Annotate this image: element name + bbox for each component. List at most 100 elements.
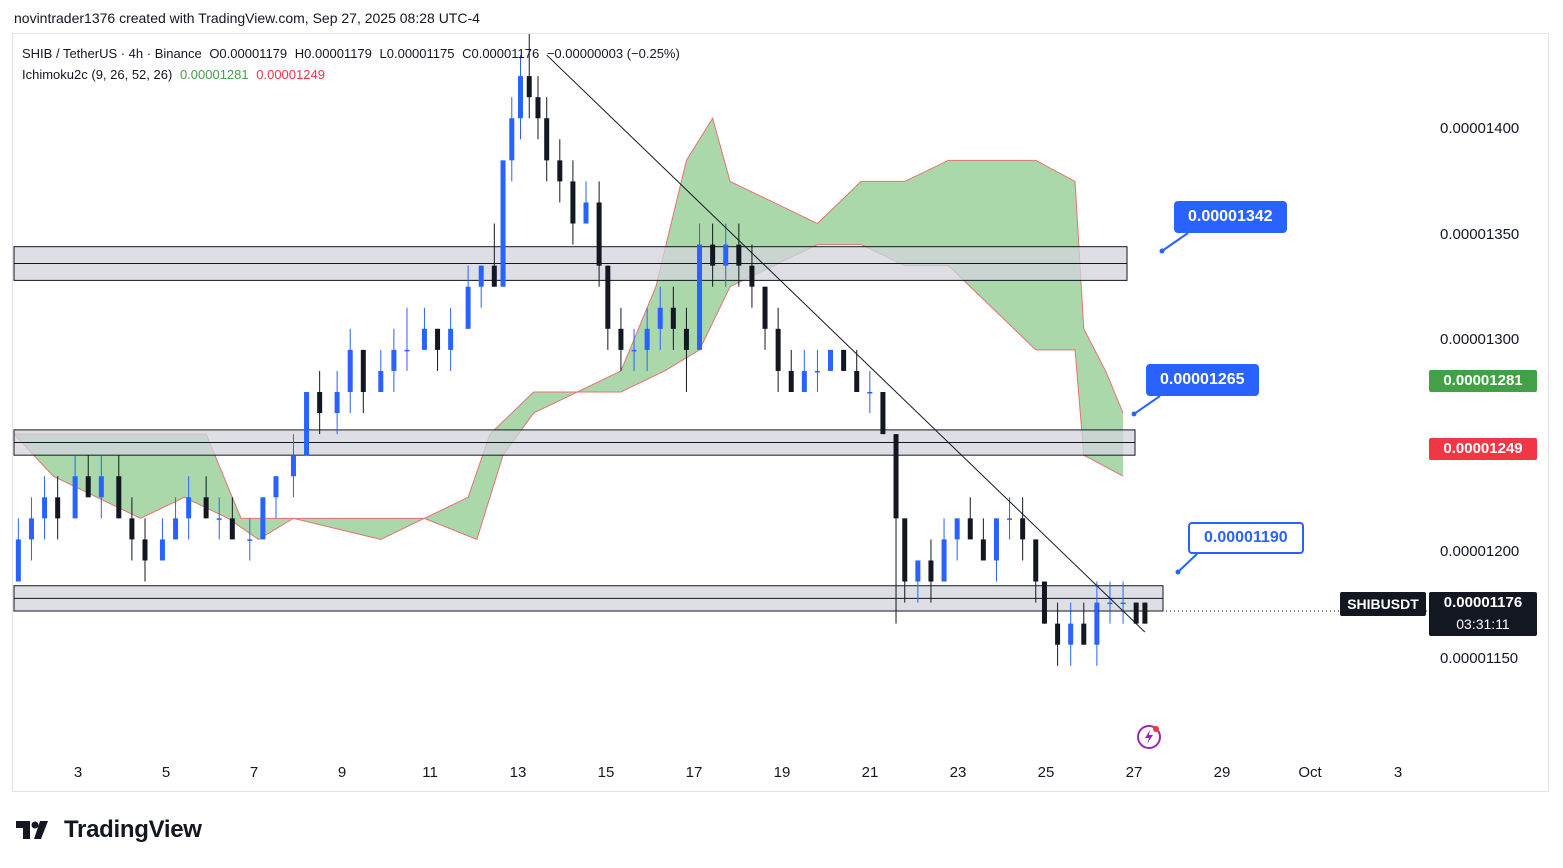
candle-body (1120, 602, 1126, 605)
candle-body (535, 97, 541, 119)
callout-upper-anchor (1159, 248, 1165, 254)
time-tick: 27 (1125, 764, 1143, 781)
candle-body (1055, 623, 1061, 645)
candle-body (347, 349, 353, 392)
tradingview-logo[interactable]: TradingView (16, 816, 202, 844)
candle-body (448, 328, 454, 350)
time-tick: Oct (1298, 764, 1322, 781)
last-price: 0.00001176 (1443, 594, 1523, 611)
candle-body (618, 328, 624, 350)
time-tick: 11 (422, 764, 438, 781)
candle-body (867, 392, 873, 394)
indicator-value-2: 0.00001249 (256, 67, 325, 82)
time-tick: 9 (337, 764, 347, 781)
time-tick: 5 (161, 764, 171, 781)
indicator-value-1: 0.00001281 (179, 67, 249, 82)
candle-body (421, 328, 427, 350)
legend-change: −0.00000003 (−0.25%) (546, 46, 680, 61)
candle-body (605, 265, 611, 329)
candle-body (814, 370, 820, 373)
candle-body (304, 392, 310, 456)
candle-body (788, 370, 794, 392)
candle-body (828, 349, 834, 371)
candle-body (55, 497, 61, 519)
legend-symbol[interactable]: SHIB / TetherUS · 4h · Binance (22, 46, 202, 61)
candle-body (683, 328, 689, 350)
time-tick: 17 (685, 764, 703, 781)
chart-frame[interactable] (12, 33, 1549, 792)
price-tick: 0.00001150 (1440, 650, 1519, 667)
candle-body (229, 518, 235, 540)
candle-body (570, 181, 576, 224)
cloud-upper-line (14, 117, 1124, 519)
candle-body (880, 392, 886, 435)
candle-body (941, 539, 947, 582)
candle-body (657, 307, 663, 329)
candle-body (762, 286, 768, 329)
candle-body (893, 434, 899, 519)
candles (15, 34, 1148, 666)
candle-body (203, 497, 209, 519)
candle-body (334, 392, 340, 414)
candle-body (500, 160, 506, 287)
candle-body (391, 349, 397, 371)
candle-body (1033, 539, 1039, 582)
last-price-box: 0.00001176 03:31:11 (1429, 592, 1537, 636)
legend-high: H0.00001179 (294, 46, 372, 61)
price-tick: 0.00001300 (1440, 331, 1520, 348)
candle-body (173, 518, 179, 540)
callout-lower[interactable]: 0.00001190 (1188, 522, 1304, 554)
price-tick: 0.00001350 (1440, 226, 1520, 243)
candle-body (1020, 518, 1026, 540)
time-tick: 29 (1213, 764, 1231, 781)
callout-middle-anchor (1131, 411, 1137, 417)
callout-middle[interactable]: 0.00001265 (1146, 364, 1259, 396)
symbol-tag: SHIBUSDT (1340, 592, 1426, 616)
time-tick: 3 (73, 764, 83, 781)
candle-body (273, 476, 279, 498)
candle-body (902, 518, 908, 582)
indicator-name[interactable]: Ichimoku2c (9, 26, 52, 26) (22, 67, 173, 82)
candle-body (583, 202, 589, 224)
candle-body (1041, 581, 1047, 624)
candle-body (491, 265, 497, 287)
candle-body (247, 539, 253, 541)
candle-body (526, 76, 532, 98)
candle-body (801, 370, 807, 392)
ichimoku-cloud (13, 117, 1124, 541)
candle-body (544, 118, 550, 161)
candle-body (290, 455, 296, 477)
candle-body (85, 476, 91, 498)
candle-body (142, 539, 148, 561)
candle-body (596, 202, 602, 266)
time-tick: 21 (861, 764, 879, 781)
candle-body (509, 118, 515, 161)
candle-body (993, 518, 999, 561)
candle-body (98, 476, 104, 498)
time-tick: 15 (597, 764, 615, 781)
lightning-alert-icon[interactable] (1136, 724, 1162, 750)
time-tick: 25 (1037, 764, 1055, 781)
candle-body (631, 349, 637, 352)
cloud-bottom-badge: 0.00001249 (1429, 438, 1537, 460)
candle-body (129, 518, 135, 540)
candle-body (644, 328, 650, 350)
candle-body (404, 349, 410, 352)
candle-body (954, 518, 960, 540)
price-tick: 0.00001400 (1440, 120, 1520, 137)
legend-close: C0.00001176 (462, 46, 540, 61)
callout-lower-pointer (1177, 550, 1201, 573)
candle-body (1142, 602, 1148, 624)
candle-body (980, 539, 986, 561)
callout-upper[interactable]: 0.00001342 (1174, 201, 1287, 233)
candle-body (967, 518, 973, 540)
legend-indicator[interactable]: Ichimoku2c (9, 26, 52, 26) 0.00001281 0.… (22, 67, 329, 82)
candle-body (216, 518, 222, 520)
cloud-area (14, 118, 1124, 540)
time-tick: 7 (249, 764, 259, 781)
cloud-top-badge: 0.00001281 (1429, 370, 1537, 392)
candle-body (435, 328, 441, 350)
callout-upper-pointer (1161, 232, 1189, 252)
tradingview-logo-icon (16, 821, 48, 839)
